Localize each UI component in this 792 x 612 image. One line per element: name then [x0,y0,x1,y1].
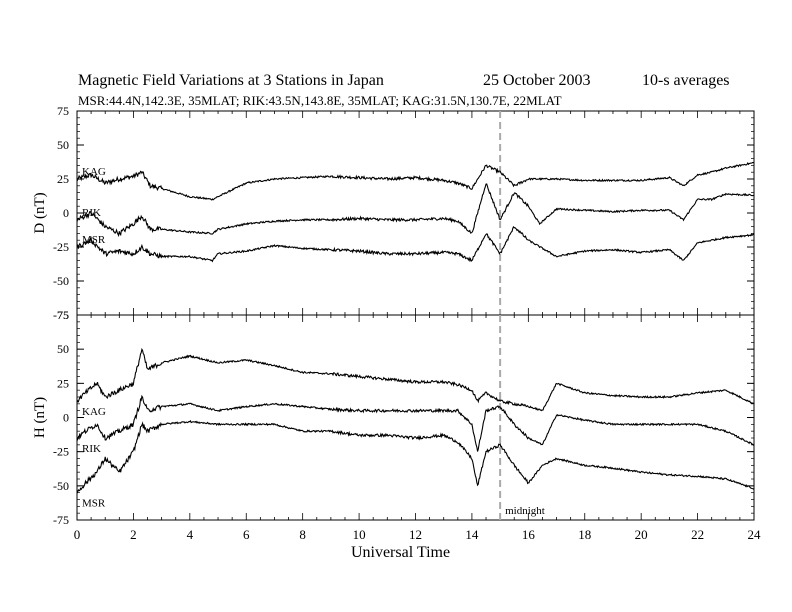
averaging-note: 10-s averages [642,72,730,89]
series-label-rik-bottom: RIK [82,443,101,455]
series-line-msr-bottom [76,419,755,494]
y-axis-label-bottom: H (nT) [32,397,48,438]
x-tick-label: 8 [299,527,306,542]
series-label-msr-top: MSR [82,234,106,246]
y-tick-label-top: 0 [63,206,69,220]
x-tick-label: 18 [578,527,591,542]
y-tick-label-top: -50 [53,274,69,288]
series-line-kag-top [76,162,755,201]
x-axis-label: Universal Time [351,544,450,561]
y-tick-label-top: -75 [53,308,69,322]
panel-frame-bottom [76,314,755,521]
stations-subtitle: MSR:44.4N,142.3E, 35MLAT; RIK:43.5N,143.… [78,93,562,108]
y-tick-label-bottom: 0 [63,411,69,425]
series-line-rik-bottom [76,394,755,452]
y-tick-label-bottom: -50 [53,479,69,493]
y-tick-label-bottom: 75 [57,308,69,322]
midnight-annotation: midnight [505,505,545,517]
series-line-rik-top [76,183,755,238]
panel-frame-top [76,110,755,316]
chart-date: 25 October 2003 [483,72,591,89]
y-tick-label-bottom: -75 [53,513,69,527]
y-tick-label-bottom: 25 [57,376,69,390]
y-tick-label-top: 50 [57,138,69,152]
x-tick-label: 22 [691,527,704,542]
chart-title: Magnetic Field Variations at 3 Stations … [78,72,384,89]
x-tick-label: 12 [409,527,422,542]
x-tick-label: 4 [187,527,194,542]
series-label-rik-top: RIK [82,207,101,219]
y-tick-label-bottom: 50 [57,342,69,356]
series-label-kag-bottom: KAG [82,406,106,418]
x-tick-label: 14 [465,527,479,542]
x-tick-label: 20 [635,527,648,542]
y-tick-label-top: 75 [57,104,69,118]
series-line-msr-top [76,225,755,263]
x-tick-label: 2 [130,527,137,542]
x-tick-label: 24 [748,527,762,542]
series-label-msr-bottom: MSR [82,498,106,510]
series-label-kag-top: KAG [82,166,106,178]
x-tick-label: 6 [243,527,250,542]
y-tick-label-top: 25 [57,172,69,186]
y-tick-label-top: -25 [53,240,69,254]
x-tick-label: 10 [353,527,366,542]
x-tick-label: 0 [74,527,81,542]
y-axis-label-top: D (nT) [32,192,48,233]
x-tick-label: 16 [522,527,536,542]
series-line-kag-bottom [76,347,755,412]
y-tick-label-bottom: -25 [53,445,69,459]
